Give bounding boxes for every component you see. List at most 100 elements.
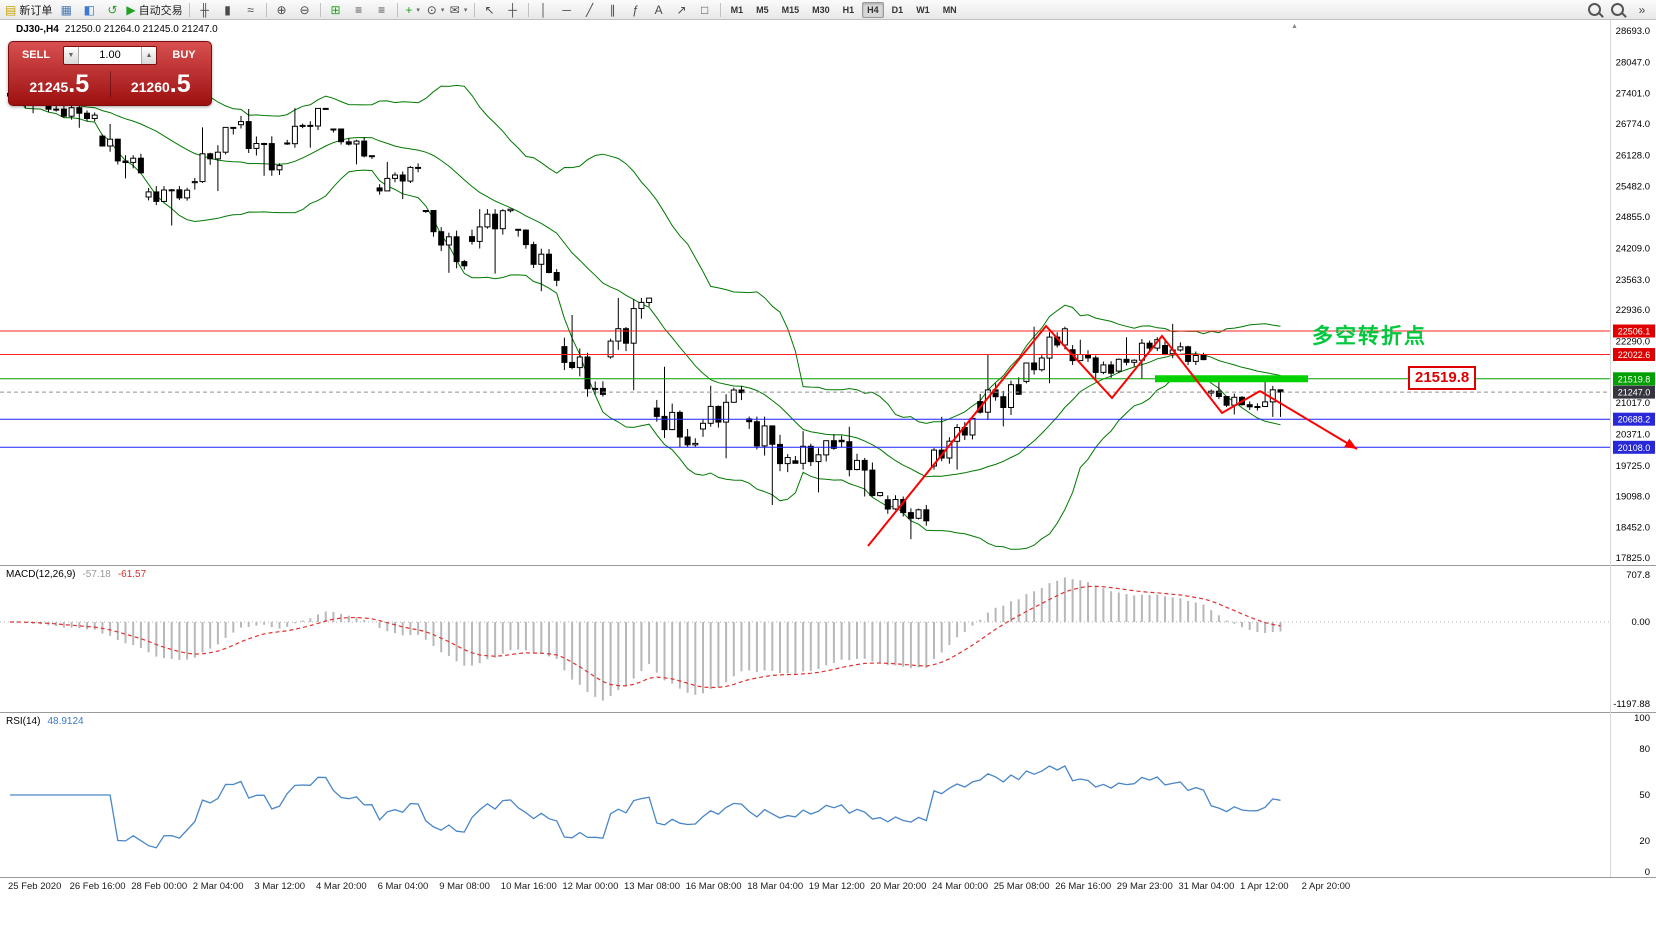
price-badge-label: 21247.0 [1618,388,1651,398]
price-axis-label: 19725.0 [1616,461,1650,472]
turning-point-annotation: 多空转折点 [1312,325,1427,348]
search-symbols-button[interactable] [1585,1,1607,19]
price-badge [1613,348,1655,361]
sell-button[interactable]: 21245.5 [9,69,110,98]
crosshair-button[interactable]: ┼ [502,1,524,19]
time-axis-label: 19 Mar 12:00 [809,881,865,892]
rsi-panel[interactable] [10,765,1281,849]
auto-trading-icon: ▶ [126,2,136,17]
projection-arrow-line[interactable] [1259,390,1358,450]
search-symbols-icon [1587,3,1601,16]
cascade-windows-icon: ≡ [378,2,386,17]
horizontal-line-button[interactable]: ─ [556,1,578,19]
timeframe-M30[interactable]: M30 [812,4,830,15]
template-icon: ✉ [449,2,460,17]
macd-name: MACD(12,26,9) [6,569,76,580]
auto-trading-button[interactable]: ▶ 自动交易 [124,1,184,19]
time-axis-label: 16 Mar 08:00 [686,881,742,892]
shapes-button[interactable]: □ [694,1,716,19]
time-axis-label: 3 Mar 12:00 [254,881,305,892]
time-axis-label: 1 Apr 12:00 [1240,881,1289,892]
data-window-button[interactable] [1608,1,1630,19]
price-axis-label: 19098.0 [1616,491,1650,502]
timeframe-M15[interactable]: M15 [781,4,800,15]
price-badge-label: 21519.8 [1618,374,1651,384]
timeframe-M1[interactable]: M1 [730,4,744,15]
refresh-button[interactable]: ↺ [101,1,123,19]
zoom-in-button[interactable]: ⊕ [271,1,293,19]
line-chart-button[interactable]: ≈ [240,1,262,19]
lot-increase-button[interactable]: ▲ [141,46,156,64]
macd-signal-line [10,585,1281,689]
navigator-button[interactable]: ◧ [78,1,100,19]
price-badge-label: 22506.1 [1618,327,1651,337]
timeframe-H1[interactable]: H1 [842,4,855,15]
price-badge-label: 22022.6 [1618,350,1651,360]
macd-panel[interactable] [0,577,1610,701]
price-badge [1613,324,1655,338]
time-axis-label: 26 Mar 16:00 [1055,881,1111,892]
price-axis-label: 18452.0 [1616,523,1650,534]
cursor-button[interactable]: ↖ [479,1,501,19]
period-selector-button[interactable]: ⊙ ▾ [425,1,447,19]
time-axis-label: 28 Feb 00:00 [131,881,187,892]
toolbar-separator [527,2,529,17]
arrow-head [1344,438,1357,449]
arrow-tool-button[interactable]: ↗ [671,1,693,19]
oct-top-row: SELL ▼ 1.00 ▲ BUY [9,42,211,65]
new-order-button[interactable]: ▤ 新订单 [3,1,54,19]
price-badge [1613,412,1655,426]
time-axis-label: 31 Mar 04:00 [1178,881,1234,892]
new-order-button-label: 新订单 [19,4,53,17]
caret-icon: ▾ [463,6,468,14]
sell-price-int: 21245 [29,78,69,95]
timeframe-D1[interactable]: D1 [891,4,904,15]
price-axis-label: 20371.0 [1616,430,1650,441]
buy-price-dec: .5 [169,69,191,98]
trend-zigzag-line[interactable] [867,324,1261,547]
cascade-windows-button[interactable]: ≡ [371,1,393,19]
candlestick-chart-button[interactable]: ▮ [217,1,239,19]
fibonacci-button[interactable]: ƒ [625,1,647,19]
buy-label: BUY [172,49,196,61]
symbol-period-label: DJ30-,H4 [16,24,59,35]
toolbar-overflow-button[interactable]: » [1631,1,1653,19]
new-chart-button[interactable]: + ▾ [402,1,424,19]
sell-price-dec: .5 [68,69,90,98]
channel-button[interactable]: ∥ [602,1,624,19]
main-toolbar: ▤ 新订单 ▦ ◧ ↺ ▶ 自动交易 ╫ ▮ ≈ ⊕ ⊖ ⊞ ≡ ≡ + ▾ ⊙ ▾ ✉ ▾ ↖ ┼ │ ─ ╱ ∥ ƒ A ↗ □ M1 M5… [0,0,1656,20]
toolbar-separator [265,2,267,17]
time-axis-label: 2 Apr 20:00 [1302,881,1351,892]
rsi-line [10,765,1281,849]
time-axis-label: 29 Mar 23:00 [1117,881,1173,892]
vertical-line-button[interactable]: │ [533,1,555,19]
arrange-windows-button[interactable]: ≡ [348,1,370,19]
vertical-line-icon: │ [539,2,548,17]
timeframe-W1[interactable]: W1 [916,4,930,15]
zoom-out-button[interactable]: ⊖ [294,1,316,19]
main-chart-area[interactable] [0,66,1610,550]
bar-chart-button[interactable]: ╫ [194,1,216,19]
lot-size-control: ▼ 1.00 ▲ [63,45,157,65]
price-badge-label: 20688.2 [1618,415,1651,425]
trendline-button[interactable]: ╱ [579,1,601,19]
trendline-icon: ╱ [585,2,594,17]
template-button[interactable]: ✉ ▾ [448,1,470,19]
timeframe-MN[interactable]: MN [942,4,957,15]
fibonacci-icon: ƒ [632,2,639,17]
lot-decrease-button[interactable]: ▼ [64,46,79,64]
one-click-trading-panel: SELL ▼ 1.00 ▲ BUY 21245.5 21260.5 [8,41,212,106]
price-axis-label: 22936.0 [1616,305,1650,316]
chart-window-button[interactable]: ▦ [55,1,77,19]
text-tool-button[interactable]: A [648,1,670,19]
timeframe-M5[interactable]: M5 [756,4,769,15]
buy-button[interactable]: 21260.5 [111,69,212,98]
bollinger-band-line [9,66,1281,424]
timeframe-H4[interactable]: H4 [862,1,884,18]
lot-size-input[interactable]: 1.00 [79,46,141,64]
tile-windows-button[interactable]: ⊞ [325,1,347,19]
price-axis-label: 28047.0 [1616,57,1650,68]
navigator-icon: ◧ [83,2,96,17]
toolbar-separator [396,2,398,17]
